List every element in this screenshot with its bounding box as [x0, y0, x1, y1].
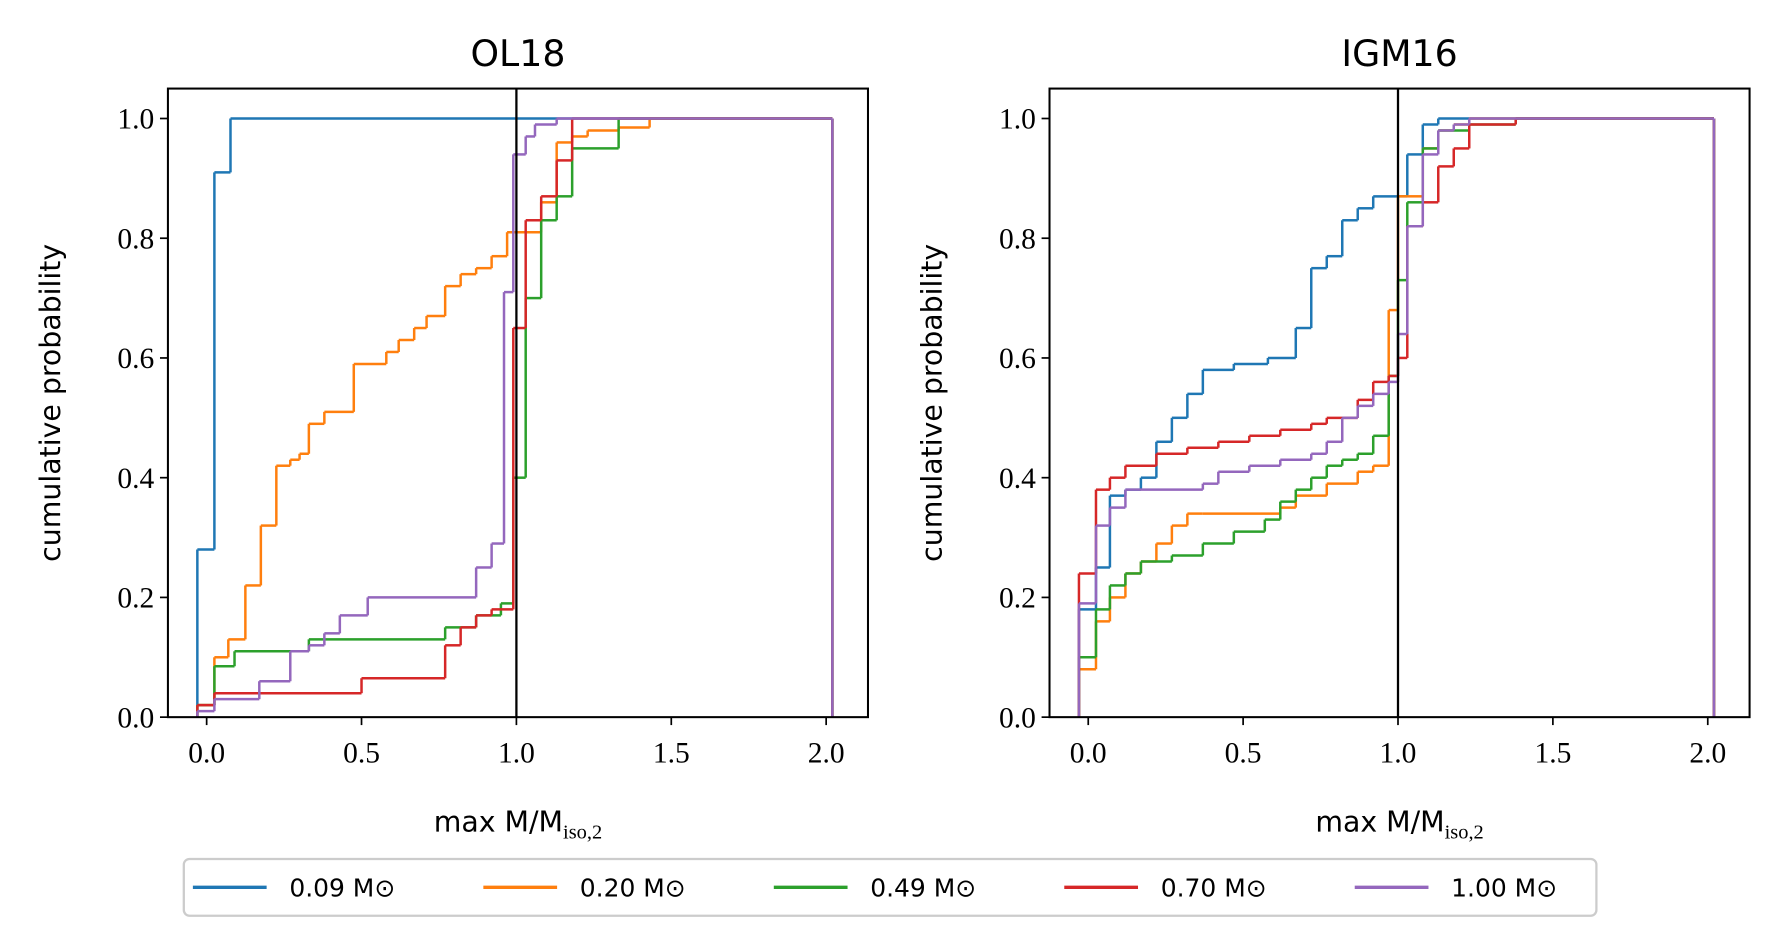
series — [196, 117, 834, 718]
x-tick-label: 1.5 — [1534, 738, 1571, 770]
x-tick-label: 1.0 — [1380, 738, 1417, 770]
legend-label: 0.70 M⊙ — [1161, 873, 1267, 902]
x-tick-label: 1.5 — [653, 738, 690, 770]
x-tick-label: 1.0 — [498, 738, 535, 770]
chart-title: OL18 — [470, 32, 565, 75]
y-tick-label: 0.2 — [999, 583, 1036, 615]
y-tick-label: 0.6 — [117, 343, 154, 375]
y-axis-label: cumulative probability — [916, 244, 949, 562]
legend-box — [182, 857, 1598, 917]
y-tick-label: 0.0 — [117, 702, 154, 734]
y-axis-label: cumulative probability — [34, 244, 67, 562]
series — [196, 117, 834, 718]
x-tick-label: 0.0 — [188, 738, 225, 770]
y-tick-label: 0.0 — [999, 702, 1036, 734]
y-tick-label: 0.4 — [999, 463, 1036, 495]
legend-label: 0.49 M⊙ — [870, 873, 976, 902]
y-tick-label: 0.4 — [117, 463, 154, 495]
y-tick-label: 0.8 — [117, 223, 154, 255]
series — [1077, 117, 1716, 718]
y-tick-label: 0.2 — [117, 583, 154, 615]
x-axis-label-text: max M/M — [434, 806, 563, 839]
x-tick-label: 0.0 — [1070, 738, 1107, 770]
y-tick-label: 0.6 — [999, 343, 1036, 375]
y-tick-label: 1.0 — [999, 104, 1036, 136]
x-axis-label: max M/Miso,2 — [1315, 806, 1483, 844]
x-tick-label: 0.5 — [1225, 738, 1262, 770]
x-axis-label-text: max M/M — [1315, 806, 1444, 839]
axes-frame — [1048, 87, 1751, 719]
legend-label: 1.00 M⊙ — [1451, 873, 1557, 902]
x-axis-label: max M/Miso,2 — [434, 806, 602, 844]
x-axis-label-sub: iso,2 — [1445, 822, 1484, 844]
chart-title: IGM16 — [1341, 32, 1457, 75]
series — [196, 117, 834, 718]
x-tick-label: 2.0 — [1689, 738, 1726, 770]
y-tick-label: 0.8 — [999, 223, 1036, 255]
axes-frame — [166, 87, 870, 719]
legend-label: 0.20 M⊙ — [580, 873, 686, 902]
legend-label: 0.09 M⊙ — [289, 873, 395, 902]
series — [196, 117, 834, 718]
series — [1077, 117, 1716, 718]
x-tick-label: 2.0 — [808, 738, 845, 770]
x-tick-label: 0.5 — [343, 738, 380, 770]
series — [196, 117, 834, 718]
y-tick-label: 1.0 — [117, 104, 154, 136]
x-axis-label-sub: iso,2 — [563, 822, 602, 844]
